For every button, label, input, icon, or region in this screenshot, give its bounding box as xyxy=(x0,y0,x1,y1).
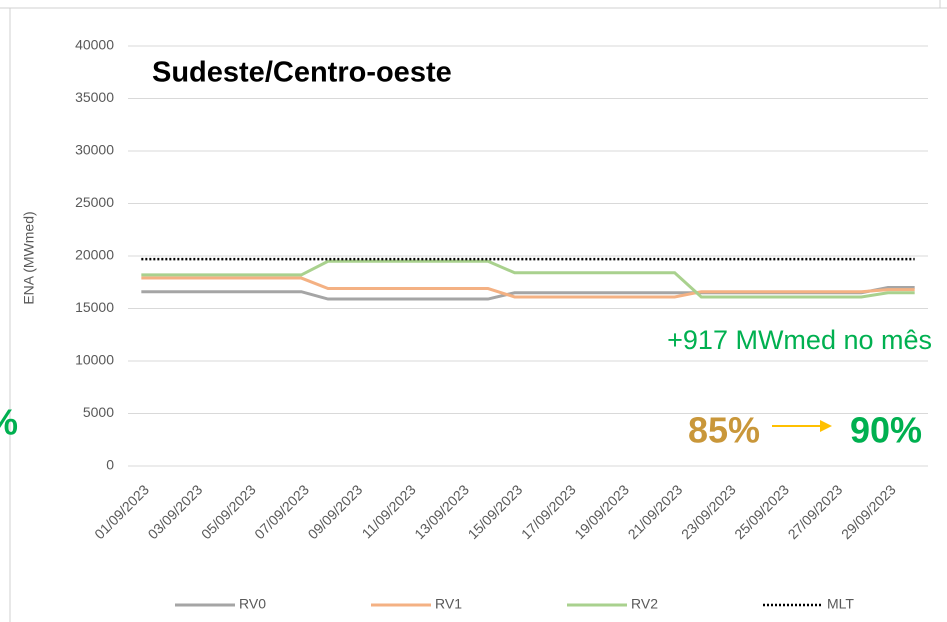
y-tick-label: 20000 xyxy=(75,247,114,263)
y-tick-label: 15000 xyxy=(75,299,114,315)
arrow-head xyxy=(820,420,832,432)
y-tick-label: 10000 xyxy=(75,352,114,368)
annotation: 90% xyxy=(850,410,922,451)
y-tick-label: 25000 xyxy=(75,194,114,210)
y-tick-label: 30000 xyxy=(75,142,114,158)
annotation: % xyxy=(0,402,18,443)
y-tick-label: 5000 xyxy=(83,404,114,420)
annotation: +917 MWmed no mês xyxy=(667,325,932,355)
series-line xyxy=(141,259,915,299)
y-axis-label: ENA (MWmed) xyxy=(21,211,37,304)
legend-label: RV1 xyxy=(435,596,462,612)
legend-label: RV2 xyxy=(631,596,658,612)
legend-label: RV0 xyxy=(239,596,266,612)
y-tick-label: 0 xyxy=(106,457,114,473)
legend-label: MLT xyxy=(827,596,854,612)
annotation: 85% xyxy=(688,410,760,451)
y-tick-label: 35000 xyxy=(75,89,114,105)
series-line xyxy=(141,276,915,299)
chart-title: Sudeste/Centro-oeste xyxy=(152,57,452,89)
y-tick-label: 40000 xyxy=(75,37,114,53)
